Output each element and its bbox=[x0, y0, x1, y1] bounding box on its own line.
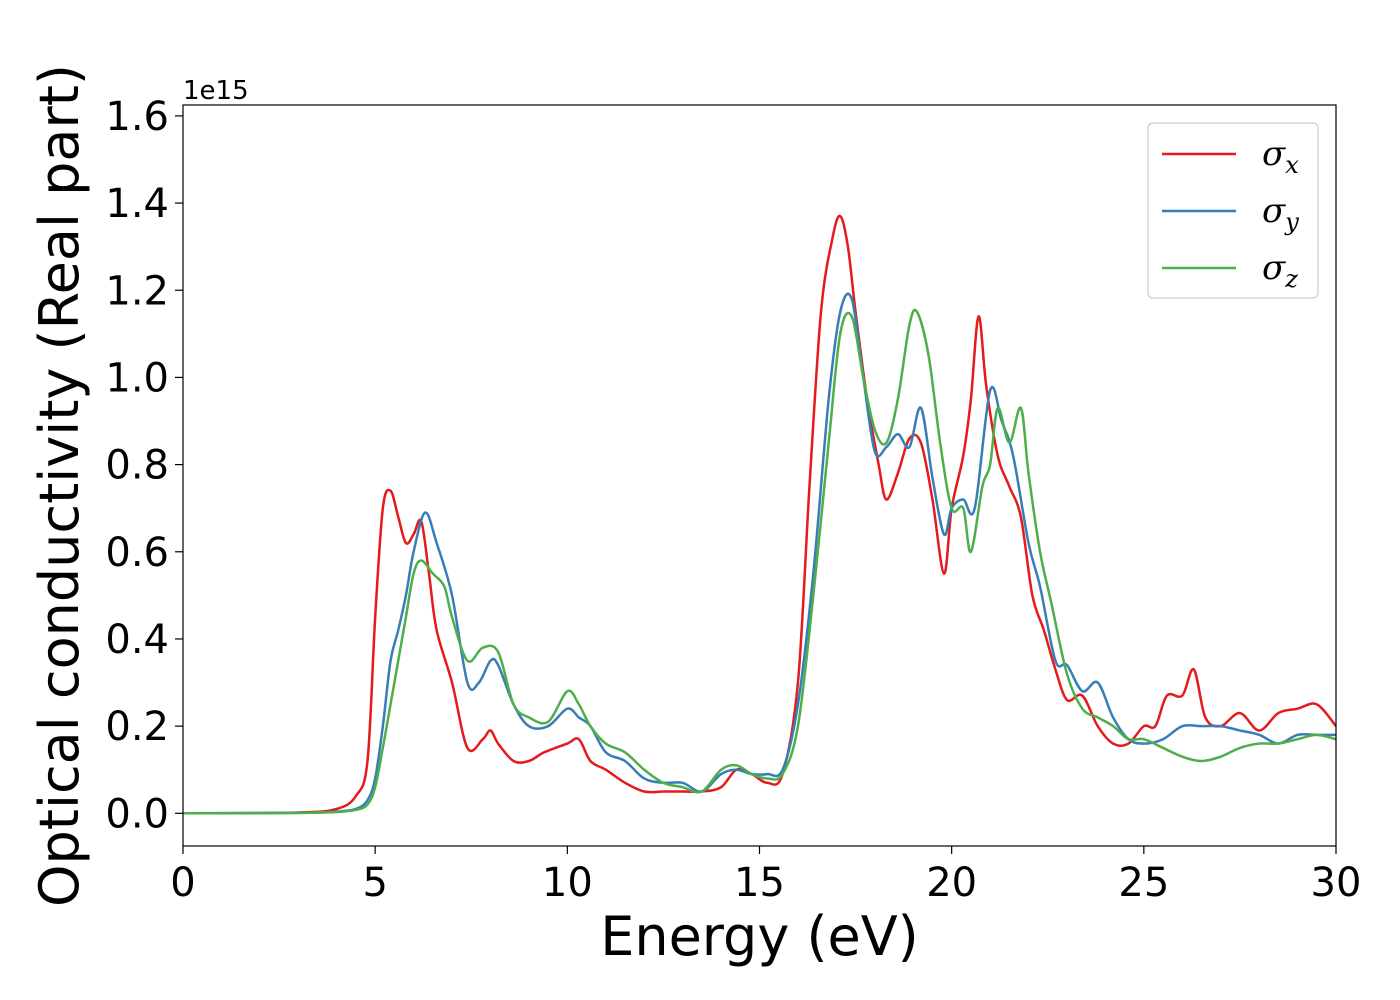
x-tick-label: 20 bbox=[926, 860, 977, 906]
y-tick-label: 1.2 bbox=[105, 268, 169, 314]
y-tick-label: 1.6 bbox=[105, 94, 169, 140]
legend: σx σy σz bbox=[1147, 122, 1319, 299]
x-tick-label: 15 bbox=[734, 860, 785, 906]
x-tick-label: 10 bbox=[542, 860, 593, 906]
series-line-x bbox=[183, 214, 1336, 815]
series-line-y bbox=[183, 292, 1336, 815]
y-axis: 0.0 0.2 0.4 0.6 0.8 1.0 1.2 1.4 1.6 bbox=[105, 94, 183, 837]
x-tick-label: 5 bbox=[362, 860, 387, 906]
x-tick-label: 25 bbox=[1118, 860, 1169, 906]
x-tick-label: 30 bbox=[1311, 860, 1362, 906]
y-tick-label: 0.2 bbox=[105, 704, 169, 750]
legend-label-z: σz bbox=[1262, 248, 1298, 293]
series-line-z bbox=[183, 308, 1336, 815]
y-tick-label: 0.6 bbox=[105, 530, 169, 576]
y-tick-label: 0.8 bbox=[105, 443, 169, 489]
series-lines bbox=[183, 214, 1336, 815]
y-tick-label: 0.4 bbox=[105, 617, 169, 663]
legend-label-x: σx bbox=[1262, 134, 1299, 179]
x-tick-label: 0 bbox=[170, 860, 195, 906]
x-axis: 0 5 10 15 20 25 30 bbox=[170, 846, 1361, 906]
y-tick-label: 1.0 bbox=[105, 355, 169, 401]
x-axis-title: Energy (eV) bbox=[600, 905, 919, 968]
y-tick-label: 1.4 bbox=[105, 181, 169, 227]
legend-label-y: σy bbox=[1262, 191, 1299, 236]
y-offset-label: 1e15 bbox=[183, 76, 249, 106]
y-tick-label: 0.0 bbox=[105, 791, 169, 837]
y-axis-title: Optical conductivity (Real part) bbox=[28, 64, 91, 907]
